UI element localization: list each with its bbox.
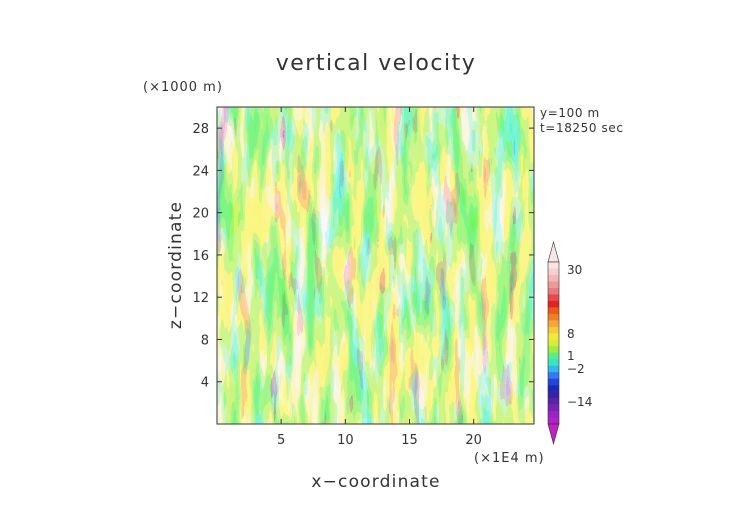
y-tick-label: 24 [192,164,209,179]
x-tick-label: 15 [401,433,418,448]
x-axis-unit: (×1E4 m) [474,451,545,466]
colorbar-segment [548,262,559,269]
colorbar-label: 8 [567,327,575,341]
colorbar-segment [548,411,559,418]
y-axis: 4 8 12 16 20 24 28 [192,122,534,391]
colorbar-segment [548,274,559,282]
colorbar-segment [548,281,559,289]
y-tick-label: 28 [192,122,209,137]
colorbar-segment [548,417,559,425]
colorbar-segment [548,294,559,302]
heatmap-field [217,107,534,424]
x-tick-label: 20 [465,433,482,448]
y-axis-label: z−coordinate [166,201,186,329]
y-tick-label: 4 [201,376,209,391]
colorbar-segment [548,359,559,366]
colorbar-segment [548,326,559,334]
colorbar-segment [548,378,559,386]
y-tick-label: 8 [201,333,209,348]
x-tick-label: 5 [277,433,285,448]
colorbar-segment [548,339,559,347]
plot-frame [216,106,535,425]
x-tick-label: 10 [337,433,354,448]
colorbar-segment [548,404,559,412]
colorbar-segment [548,398,559,405]
info-line-time: t=18250 sec [540,121,624,135]
colorbar-segment [548,346,559,354]
y-tick-label: 16 [192,249,209,264]
x-axis: 5 10 15 20 [277,107,482,448]
info-line-position: y=100 m [540,106,600,120]
colorbar-label: −2 [567,362,585,376]
colorbar-segment [548,313,559,321]
y-tick-label: 12 [192,291,209,306]
colorbar-segment [548,333,559,341]
colorbar: 30 8 1−2 −14 [547,240,592,446]
colorbar-segment [548,300,559,308]
chart-title: vertical velocity [276,51,477,76]
colorbar-segment [548,307,559,315]
colorbar-label: 1 [567,349,575,363]
y-tick-label: 20 [192,207,209,222]
colorbar-segment [548,268,559,276]
colorbar-label: 30 [567,263,582,277]
colorbar-segment [548,287,559,295]
colorbar-segment [548,391,559,399]
colorbar-segment [548,372,559,379]
colorbar-frame [547,261,560,425]
colorbar-segment [548,385,559,392]
x-axis-label: x−coordinate [311,472,440,492]
colorbar-label: −14 [567,395,592,409]
colorbar-bottom-arrow [547,423,560,446]
colorbar-top-arrow [547,240,560,263]
colorbar-segment [548,365,559,373]
colorbar-segment [548,352,559,360]
y-axis-unit: (×1000 m) [143,80,223,95]
colorbar-segment [548,320,559,328]
